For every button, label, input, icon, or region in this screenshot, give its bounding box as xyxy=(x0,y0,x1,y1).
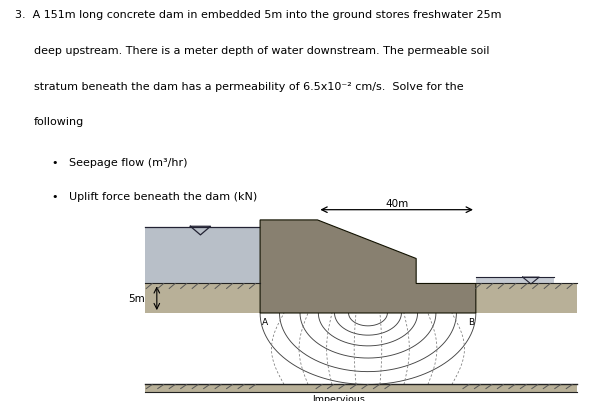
Text: deep upstream. There is a meter depth of water downstream. The permeable soil: deep upstream. There is a meter depth of… xyxy=(34,46,489,56)
Text: 3.  A 151m long concrete dam in embedded 5m into the ground stores freshwater 25: 3. A 151m long concrete dam in embedded … xyxy=(15,10,502,20)
Bar xyxy=(476,277,554,284)
Text: following: following xyxy=(34,117,84,127)
Bar xyxy=(146,227,260,284)
Bar xyxy=(146,284,260,313)
Text: stratum beneath the dam has a permeability of 6.5x10⁻² cm/s.  Solve for the: stratum beneath the dam has a permeabili… xyxy=(34,81,463,91)
Text: •   Seepage flow (m³/hr): • Seepage flow (m³/hr) xyxy=(52,158,187,168)
Text: B: B xyxy=(468,317,474,326)
Text: Impervious: Impervious xyxy=(312,394,365,401)
Bar xyxy=(476,284,577,313)
Text: A: A xyxy=(261,317,268,326)
Bar xyxy=(146,385,577,393)
Text: 5m: 5m xyxy=(129,294,146,304)
Text: 40m: 40m xyxy=(385,198,408,209)
Text: •   Uplift force beneath the dam (kN): • Uplift force beneath the dam (kN) xyxy=(52,191,257,201)
Polygon shape xyxy=(260,221,476,313)
